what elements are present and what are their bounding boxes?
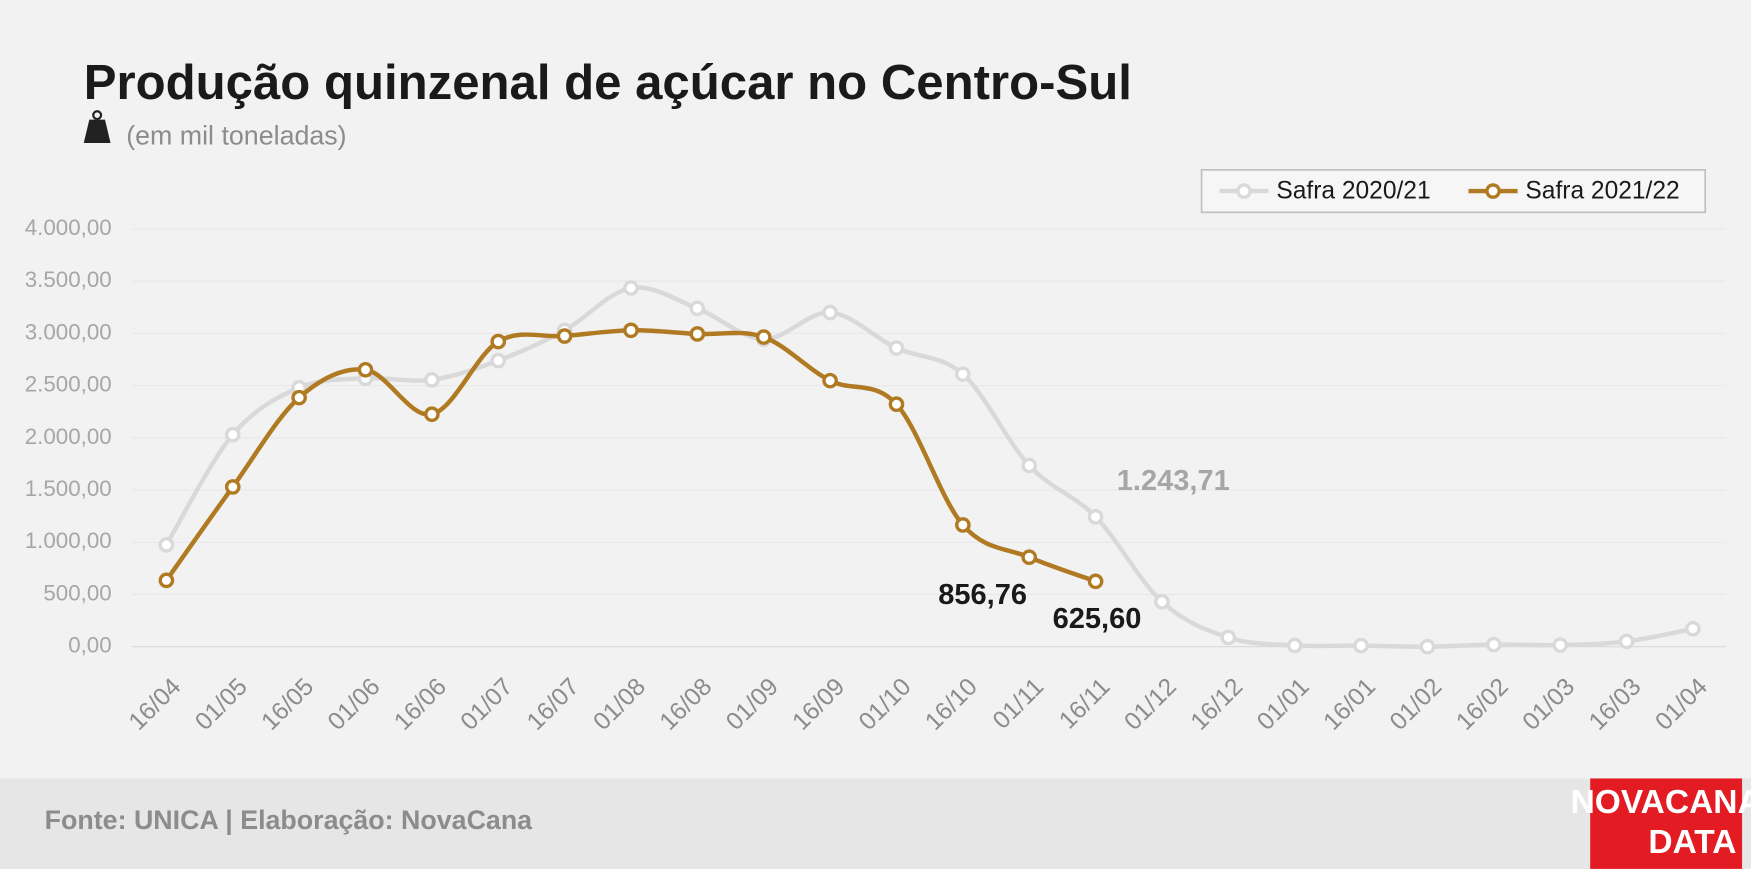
chart-subtitle: (em mil toneladas) bbox=[126, 121, 346, 151]
point bbox=[755, 329, 772, 345]
point bbox=[888, 340, 905, 356]
point bbox=[1021, 549, 1038, 566]
y-tick-label: 2.500,00 bbox=[25, 372, 112, 397]
point bbox=[689, 326, 706, 342]
point bbox=[955, 366, 971, 382]
point bbox=[623, 322, 639, 339]
point bbox=[1552, 637, 1569, 653]
point bbox=[291, 389, 307, 406]
point bbox=[490, 352, 507, 369]
legend-marker bbox=[1485, 183, 1501, 199]
grid bbox=[131, 228, 1726, 648]
point bbox=[1087, 573, 1104, 590]
point bbox=[224, 479, 241, 495]
logo bbox=[1590, 778, 1743, 869]
point bbox=[689, 300, 706, 317]
y-tick-label: 500,00 bbox=[43, 580, 111, 605]
y-tick-label: 2.000,00 bbox=[25, 424, 112, 449]
point bbox=[1685, 620, 1701, 637]
point bbox=[822, 304, 838, 321]
point bbox=[1419, 638, 1436, 655]
y-tick-label: 3.500,00 bbox=[25, 267, 112, 292]
source: Fonte: UNICA | Elaboração: NovaCana bbox=[45, 805, 534, 835]
y-tick-label: 1.000,00 bbox=[25, 528, 112, 553]
point bbox=[357, 361, 374, 378]
y-tick-label: 0,00 bbox=[68, 633, 111, 658]
legend bbox=[1200, 169, 1707, 214]
point bbox=[1486, 636, 1502, 653]
point bbox=[424, 371, 440, 388]
point bbox=[1220, 629, 1237, 646]
data-label: 856,76 bbox=[938, 579, 1027, 611]
logo-text: NOVACANA bbox=[1571, 784, 1751, 821]
logo-text: DATA bbox=[1648, 824, 1736, 861]
legend-marker bbox=[1236, 183, 1252, 199]
y-tick-label: 3.000,00 bbox=[25, 319, 112, 344]
point bbox=[1286, 637, 1303, 654]
point bbox=[1353, 637, 1369, 654]
point bbox=[158, 537, 175, 553]
point bbox=[623, 280, 639, 296]
point bbox=[556, 328, 573, 344]
footer bbox=[0, 778, 1751, 869]
point bbox=[1618, 633, 1635, 650]
point bbox=[822, 372, 838, 389]
y-tick-label: 4.000,00 bbox=[25, 215, 112, 240]
y-tick-label: 1.500,00 bbox=[25, 476, 112, 501]
point bbox=[224, 426, 241, 443]
point bbox=[424, 406, 440, 423]
point bbox=[1021, 457, 1038, 474]
point bbox=[888, 396, 905, 413]
point bbox=[158, 572, 175, 589]
point bbox=[955, 517, 971, 533]
data-label: 625,60 bbox=[1053, 603, 1142, 635]
legend-label: Safra 2020/21 bbox=[1276, 178, 1430, 205]
legend-label: Safra 2021/22 bbox=[1525, 178, 1679, 205]
weight-icon bbox=[83, 110, 111, 144]
point bbox=[490, 333, 507, 350]
point bbox=[1087, 508, 1104, 525]
point bbox=[1154, 593, 1170, 610]
data-label: 1.243,71 bbox=[1117, 465, 1230, 497]
chart-title: Produção quinzenal de açúcar no Centro-S… bbox=[84, 56, 1132, 110]
